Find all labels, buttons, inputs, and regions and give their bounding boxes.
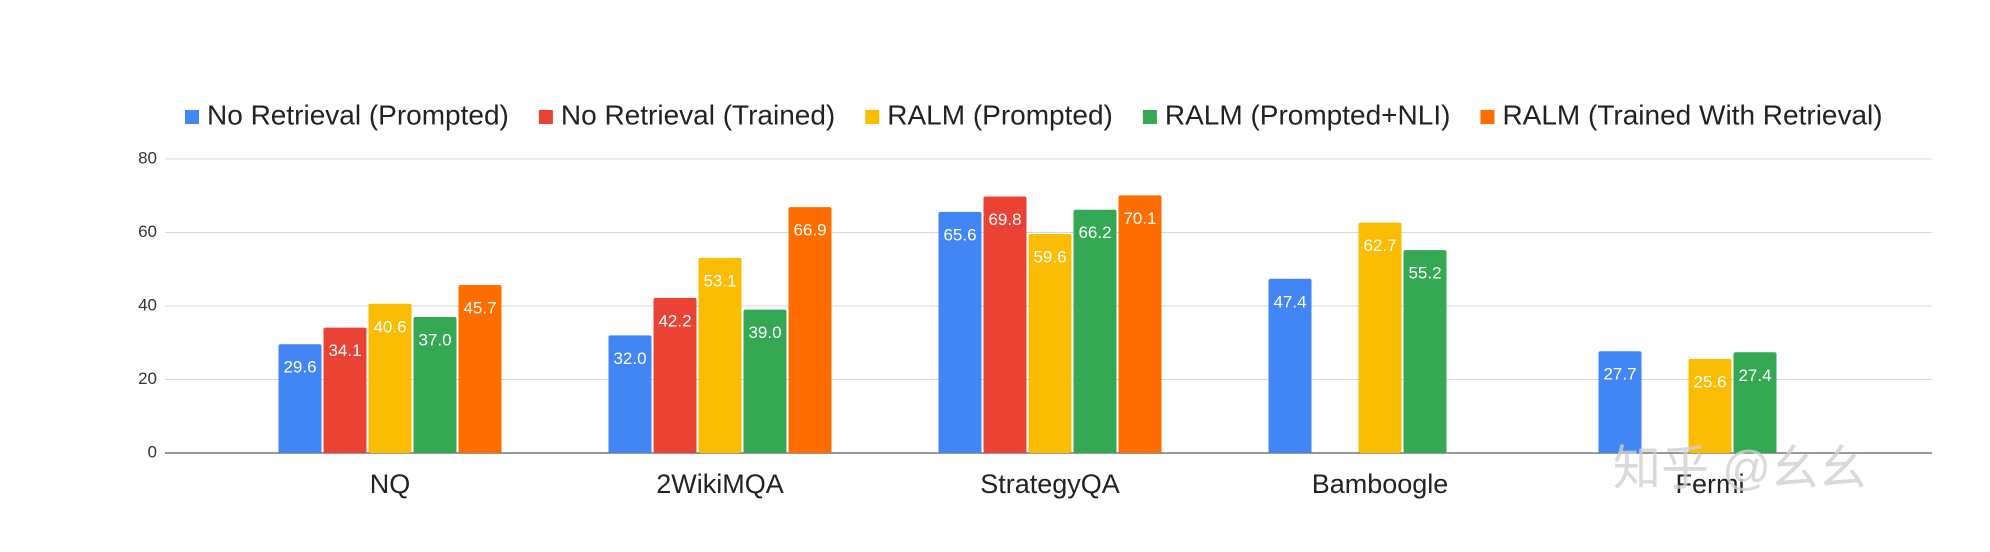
legend-label: No Retrieval (Trained) — [561, 99, 835, 130]
value-label: 66.9 — [793, 221, 826, 240]
value-label: 45.7 — [463, 299, 496, 318]
legend-swatch — [1480, 110, 1495, 124]
bar — [1118, 195, 1162, 453]
bar — [413, 317, 457, 453]
value-label: 39.0 — [748, 323, 781, 342]
bar — [1688, 358, 1732, 453]
bar — [608, 335, 652, 453]
y-tick-label: 60 — [138, 222, 157, 241]
value-label: 37.0 — [418, 331, 451, 350]
legend-label: RALM (Prompted+NLI) — [1165, 99, 1451, 130]
legend-swatch — [185, 110, 199, 124]
value-label: 27.7 — [1603, 365, 1636, 384]
legend-swatch — [1142, 110, 1157, 124]
x-tick-label: Bamboogle — [1312, 469, 1449, 499]
legend-swatch — [865, 110, 880, 124]
value-label: 40.6 — [373, 317, 406, 336]
value-label: 69.8 — [988, 210, 1021, 229]
x-tick-label: StrategyQA — [980, 469, 1120, 499]
value-label: 29.6 — [283, 358, 316, 377]
value-label: 47.4 — [1273, 292, 1306, 311]
value-label: 53.1 — [703, 271, 736, 290]
bar — [458, 285, 502, 453]
watermark: 知乎 @幺幺 — [1613, 443, 1867, 496]
value-label: 27.4 — [1738, 366, 1771, 385]
bar — [368, 303, 412, 453]
value-label: 32.0 — [613, 349, 646, 368]
bar — [653, 297, 697, 453]
legend-label: RALM (Trained With Retrieval) — [1502, 99, 1882, 130]
y-tick-label: 40 — [138, 295, 157, 314]
y-tick-label: 80 — [138, 148, 157, 167]
x-tick-label: 2WikiMQA — [656, 469, 784, 499]
bar — [1073, 209, 1117, 453]
y-tick-label: 20 — [138, 369, 157, 388]
value-label: 25.6 — [1693, 372, 1726, 391]
bar — [983, 196, 1027, 454]
bar — [788, 207, 832, 453]
bar — [1268, 278, 1312, 453]
x-tick-label: NQ — [370, 469, 411, 499]
legend-label: RALM (Prompted) — [887, 99, 1113, 130]
bar — [1598, 351, 1642, 453]
bar — [1733, 352, 1777, 453]
bar — [1403, 250, 1447, 453]
value-label: 65.6 — [943, 225, 976, 244]
bar — [743, 309, 787, 453]
legend-swatch — [538, 110, 553, 124]
bar — [278, 344, 322, 453]
bar — [1358, 222, 1402, 453]
bar — [938, 211, 982, 453]
value-label: 62.7 — [1363, 236, 1396, 255]
value-label: 34.1 — [328, 341, 361, 360]
bar — [323, 327, 367, 453]
value-label: 66.2 — [1078, 223, 1111, 242]
value-label: 55.2 — [1408, 264, 1441, 283]
y-tick-label: 0 — [148, 442, 157, 461]
x-tick-label: Fermi — [1676, 469, 1745, 499]
value-label: 70.1 — [1123, 209, 1156, 228]
legend-label: No Retrieval (Prompted) — [207, 99, 509, 130]
bar — [698, 257, 742, 453]
bar — [1028, 233, 1072, 453]
value-label: 42.2 — [658, 311, 691, 330]
value-label: 59.6 — [1033, 247, 1066, 266]
